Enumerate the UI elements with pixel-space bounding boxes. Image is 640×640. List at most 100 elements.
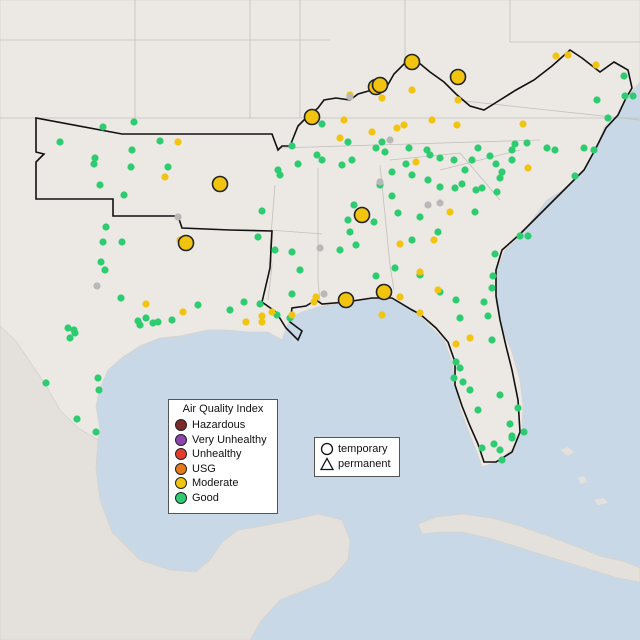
good-monitor[interactable] — [102, 223, 110, 231]
moderate-monitor[interactable] — [428, 116, 436, 124]
good-monitor[interactable] — [478, 444, 486, 452]
good-monitor[interactable] — [405, 144, 413, 152]
good-monitor[interactable] — [491, 250, 499, 258]
good-monitor[interactable] — [424, 176, 432, 184]
good-monitor[interactable] — [492, 160, 500, 168]
good-monitor[interactable] — [288, 290, 296, 298]
good-monitor[interactable] — [276, 171, 284, 179]
moderate-monitor[interactable] — [288, 311, 296, 319]
good-monitor[interactable] — [348, 156, 356, 164]
nodata-monitor[interactable] — [346, 93, 354, 101]
moderate-temporary-monitor[interactable] — [211, 175, 229, 193]
moderate-monitor[interactable] — [393, 124, 401, 132]
good-monitor[interactable] — [64, 324, 72, 332]
nodata-monitor[interactable] — [436, 199, 444, 207]
good-monitor[interactable] — [346, 228, 354, 236]
good-monitor[interactable] — [99, 123, 107, 131]
good-monitor[interactable] — [450, 374, 458, 382]
good-monitor[interactable] — [496, 391, 504, 399]
good-monitor[interactable] — [91, 154, 99, 162]
good-monitor[interactable] — [95, 386, 103, 394]
moderate-monitor[interactable] — [412, 158, 420, 166]
moderate-temporary-monitor[interactable] — [353, 206, 371, 224]
good-monitor[interactable] — [294, 160, 302, 168]
good-monitor[interactable] — [101, 266, 109, 274]
good-monitor[interactable] — [486, 152, 494, 160]
good-monitor[interactable] — [459, 378, 467, 386]
good-monitor[interactable] — [42, 379, 50, 387]
good-monitor[interactable] — [344, 216, 352, 224]
good-monitor[interactable] — [256, 300, 264, 308]
nodata-monitor[interactable] — [316, 244, 324, 252]
moderate-monitor[interactable] — [416, 268, 424, 276]
moderate-monitor[interactable] — [368, 128, 376, 136]
moderate-monitor[interactable] — [378, 311, 386, 319]
good-monitor[interactable] — [288, 142, 296, 150]
good-monitor[interactable] — [381, 148, 389, 156]
good-monitor[interactable] — [451, 184, 459, 192]
good-monitor[interactable] — [629, 92, 637, 100]
good-monitor[interactable] — [336, 246, 344, 254]
good-monitor[interactable] — [118, 238, 126, 246]
good-monitor[interactable] — [94, 374, 102, 382]
good-monitor[interactable] — [508, 146, 516, 154]
nodata-monitor[interactable] — [174, 213, 182, 221]
moderate-monitor[interactable] — [258, 318, 266, 326]
good-monitor[interactable] — [480, 298, 488, 306]
good-monitor[interactable] — [511, 140, 519, 148]
good-monitor[interactable] — [97, 258, 105, 266]
good-monitor[interactable] — [127, 163, 135, 171]
good-monitor[interactable] — [472, 186, 480, 194]
good-monitor[interactable] — [372, 272, 380, 280]
moderate-monitor[interactable] — [242, 318, 250, 326]
good-monitor[interactable] — [154, 318, 162, 326]
good-monitor[interactable] — [56, 138, 64, 146]
good-monitor[interactable] — [142, 314, 150, 322]
good-monitor[interactable] — [461, 166, 469, 174]
good-monitor[interactable] — [296, 266, 304, 274]
good-monitor[interactable] — [156, 137, 164, 145]
good-monitor[interactable] — [388, 192, 396, 200]
good-monitor[interactable] — [590, 146, 598, 154]
good-monitor[interactable] — [474, 144, 482, 152]
moderate-temporary-monitor[interactable] — [337, 291, 355, 309]
moderate-temporary-monitor[interactable] — [303, 108, 321, 126]
good-monitor[interactable] — [426, 151, 434, 159]
moderate-monitor[interactable] — [564, 51, 572, 59]
good-monitor[interactable] — [318, 156, 326, 164]
good-monitor[interactable] — [620, 72, 628, 80]
good-monitor[interactable] — [90, 160, 98, 168]
nodata-monitor[interactable] — [386, 136, 394, 144]
moderate-temporary-monitor[interactable] — [449, 68, 467, 86]
good-monitor[interactable] — [488, 284, 496, 292]
moderate-monitor[interactable] — [524, 164, 532, 172]
good-monitor[interactable] — [506, 420, 514, 428]
good-monitor[interactable] — [456, 364, 464, 372]
good-monitor[interactable] — [604, 114, 612, 122]
good-monitor[interactable] — [378, 138, 386, 146]
good-monitor[interactable] — [571, 172, 579, 180]
good-monitor[interactable] — [496, 446, 504, 454]
moderate-monitor[interactable] — [408, 86, 416, 94]
good-monitor[interactable] — [452, 358, 460, 366]
good-monitor[interactable] — [408, 171, 416, 179]
good-monitor[interactable] — [96, 181, 104, 189]
moderate-monitor[interactable] — [453, 121, 461, 129]
nodata-monitor[interactable] — [424, 201, 432, 209]
good-monitor[interactable] — [271, 246, 279, 254]
good-monitor[interactable] — [318, 120, 326, 128]
moderate-monitor[interactable] — [174, 138, 182, 146]
good-monitor[interactable] — [456, 314, 464, 322]
good-monitor[interactable] — [128, 146, 136, 154]
good-monitor[interactable] — [370, 218, 378, 226]
good-monitor[interactable] — [488, 336, 496, 344]
good-monitor[interactable] — [551, 146, 559, 154]
good-monitor[interactable] — [120, 191, 128, 199]
moderate-temporary-monitor[interactable] — [375, 283, 393, 301]
good-monitor[interactable] — [514, 404, 522, 412]
good-monitor[interactable] — [523, 139, 531, 147]
moderate-monitor[interactable] — [400, 121, 408, 129]
nodata-monitor[interactable] — [93, 282, 101, 290]
moderate-monitor[interactable] — [446, 208, 454, 216]
good-monitor[interactable] — [344, 138, 352, 146]
